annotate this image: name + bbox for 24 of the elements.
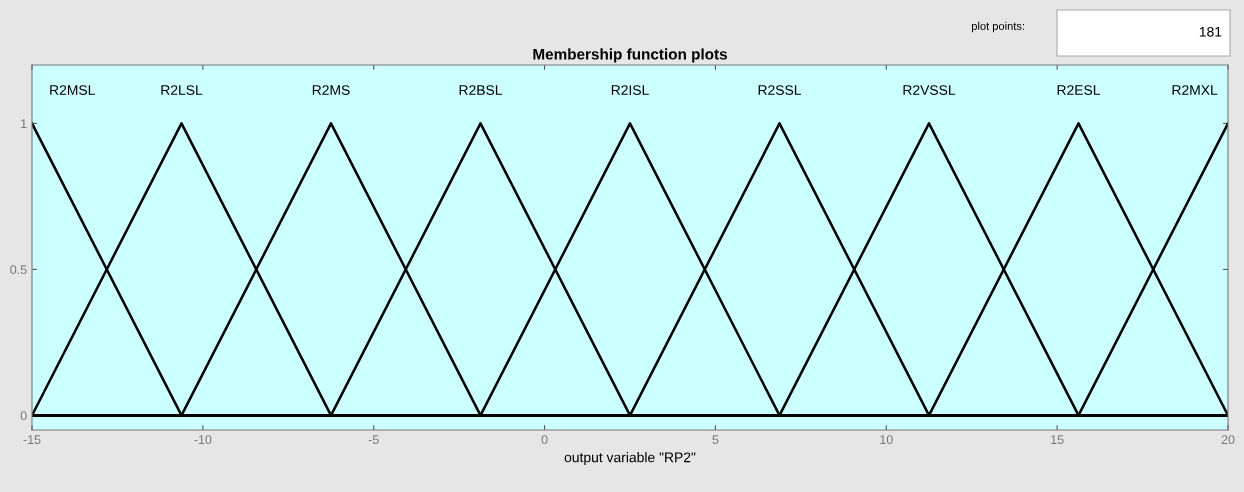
x-tick-label: -5 [368,435,379,445]
text: R2MS [312,85,350,96]
x-tick-label: -15 [23,435,41,445]
text: R2SSL [758,85,802,96]
text: R2ESL [1057,85,1101,96]
chart-title: Membership function plots [533,48,727,63]
x-tick-label: 15 [1051,435,1064,445]
x-tick-label: 20 [1221,435,1235,445]
text: plot points: [971,21,1024,33]
x-axis-title: output variable "RP2" [564,452,696,466]
text: R2MSL [50,85,95,96]
x-tick-label: -10 [194,435,212,445]
text: R2MXL [1172,85,1218,95]
y-tick-label: 0.5 [10,265,27,275]
x-tick-label: 5 [712,435,719,445]
text: 181 [1199,26,1222,37]
text: R2BSL [459,85,503,96]
x-tick-label: 10 [880,435,893,445]
text: R2VSSL [903,85,956,96]
text: R2LSL [161,85,203,96]
y-tick-label: 0 [20,411,27,421]
y-tick-label: 1 [21,119,27,128]
x-tick-label: 0 [541,435,548,445]
text: R2ISL [611,85,649,96]
